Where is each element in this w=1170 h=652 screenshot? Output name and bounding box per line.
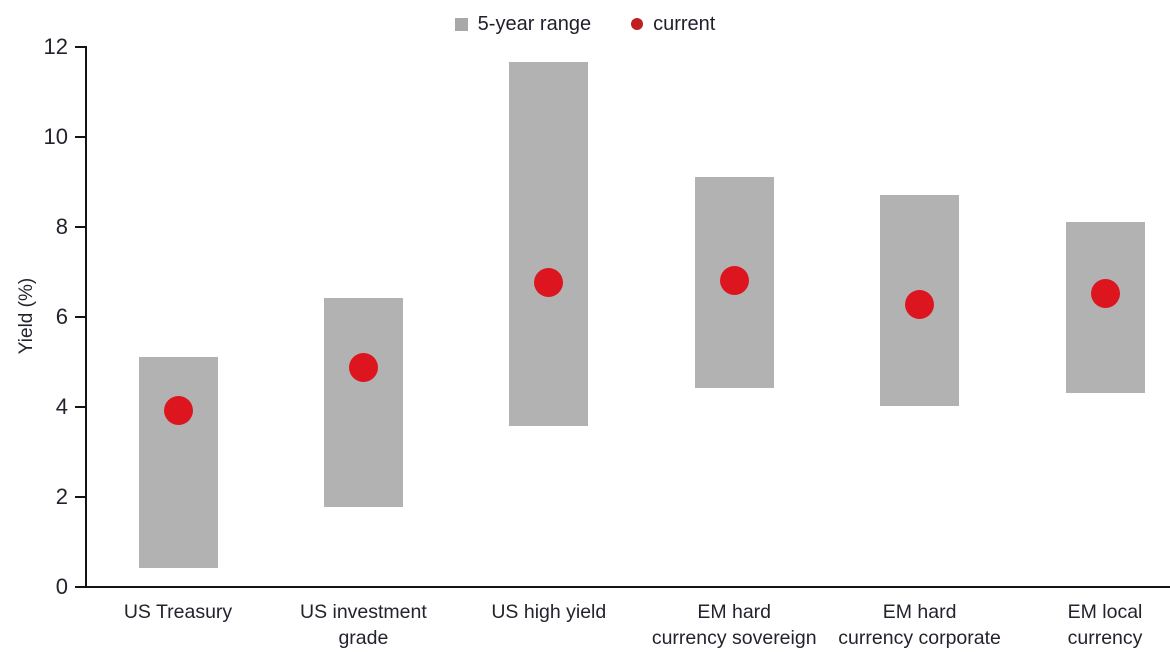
- legend-current-label: current: [653, 13, 716, 35]
- y-tick-mark: [75, 586, 85, 588]
- x-axis-label-line: US high yield: [491, 601, 607, 623]
- y-tick-mark: [75, 226, 85, 228]
- y-tick-label: 6: [55, 304, 68, 329]
- current-dot: [348, 353, 378, 383]
- current-dot: [905, 290, 935, 320]
- range-bar: [138, 356, 218, 568]
- x-axis-label: EM hard currency sovereign: [619, 599, 849, 651]
- current-dot-icon: [631, 18, 644, 30]
- x-axis-label-line: EM local: [1067, 601, 1143, 623]
- x-axis-label: EM hard currency corporate: [805, 599, 1035, 651]
- y-tick-label: 12: [43, 34, 68, 59]
- y-tick-mark: [75, 136, 85, 138]
- x-axis-label-line: currency: [1067, 627, 1143, 649]
- y-tick-label: 10: [43, 124, 68, 149]
- x-axis-label-line: EM hard: [697, 601, 772, 623]
- current-dot: [534, 267, 564, 297]
- x-axis-label: US Treasury: [63, 599, 293, 625]
- y-tick-mark: [75, 316, 85, 318]
- x-axis-label: US high yield: [434, 599, 664, 625]
- y-axis-line: [85, 46, 87, 588]
- y-tick-mark: [75, 496, 85, 498]
- y-tick-label: 8: [55, 214, 68, 239]
- y-tick-mark: [75, 406, 85, 408]
- x-axis-label-line: US Treasury: [123, 601, 233, 623]
- current-dot: [163, 396, 193, 425]
- x-axis-label: US investment grade: [248, 599, 478, 651]
- x-axis-label: EM local currency: [990, 599, 1170, 651]
- y-tick-mark: [75, 46, 85, 48]
- y-tick-label: 0: [55, 574, 68, 599]
- x-axis-label-line: EM hard: [882, 601, 957, 623]
- range-square-icon: [454, 17, 468, 31]
- y-tick-label: 4: [55, 394, 68, 419]
- range-bar: [323, 298, 403, 508]
- legend-range-label: 5-year range: [477, 13, 592, 35]
- x-axis-label-line: grade: [338, 627, 389, 649]
- legend-item-range: 5-year range: [454, 13, 592, 35]
- legend-item-current: current: [631, 14, 715, 34]
- legend: 5-year range current: [0, 14, 1170, 34]
- x-axis-label-line: currency sovereign: [651, 627, 817, 649]
- current-dot: [719, 265, 749, 295]
- x-axis-label-line: currency corporate: [838, 627, 1001, 649]
- range-bar: [509, 61, 589, 427]
- x-axis-label-line: US investment: [299, 601, 427, 623]
- x-axis-line: [85, 586, 1170, 588]
- y-tick-label: 2: [55, 484, 68, 509]
- current-dot: [1090, 279, 1120, 308]
